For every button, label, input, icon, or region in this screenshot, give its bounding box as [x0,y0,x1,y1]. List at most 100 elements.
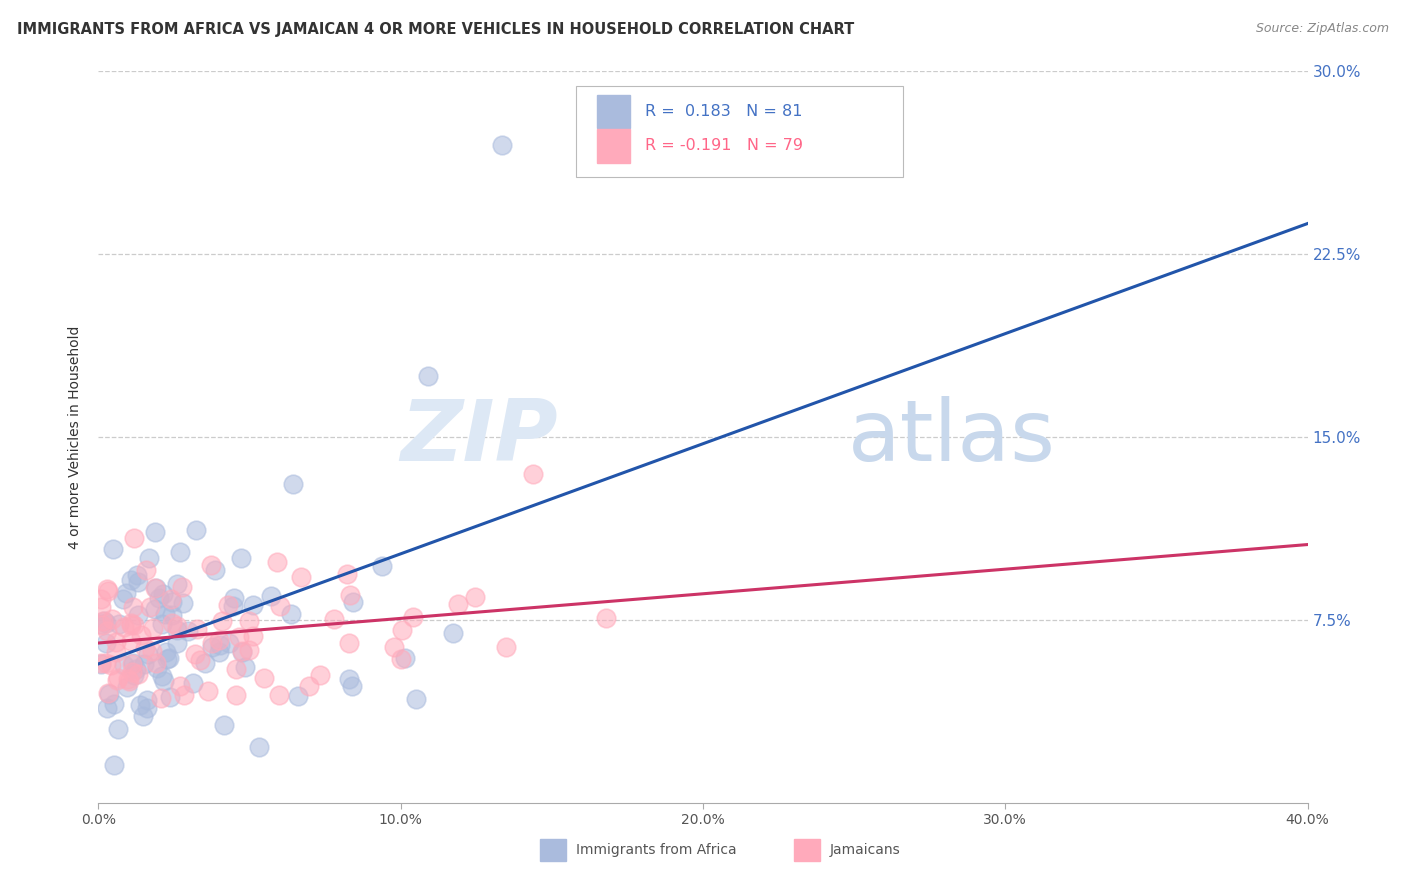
Point [125,662,148,676]
Text: Jamaicans: Jamaicans [830,843,901,857]
Point [121,657,143,671]
Point [120,615,142,630]
Point [290,570,312,584]
Point [121,665,143,680]
FancyBboxPatch shape [596,129,630,163]
Point [370,558,392,573]
Point [207,632,229,647]
Point [231,644,253,658]
Point [169,544,191,558]
Point [105,673,128,687]
Point [90,657,112,672]
Point [266,555,288,569]
Point [97,583,120,598]
Point [103,697,125,711]
FancyBboxPatch shape [793,839,820,862]
Point [117,673,139,687]
Point [150,691,173,706]
Point [148,591,170,606]
Point [96,624,118,638]
Point [177,624,200,639]
Point [214,717,236,731]
Point [339,588,361,602]
Point [166,618,188,632]
Point [142,621,165,635]
Point [267,688,290,702]
Text: Source: ZipAtlas.com: Source: ZipAtlas.com [1256,22,1389,36]
Point [121,600,143,615]
Point [112,620,135,634]
Point [132,709,155,723]
Point [225,663,247,677]
Point [160,594,183,608]
Point [101,612,124,626]
Point [201,640,224,654]
Point [94,657,117,671]
Point [441,626,464,640]
Point [242,598,264,612]
Point [135,693,157,707]
Point [100,657,122,672]
Point [495,640,517,654]
Point [260,589,283,603]
Point [157,650,180,665]
Point [172,596,194,610]
Point [103,757,125,772]
Point [115,586,138,600]
Point [121,657,143,671]
Point [90,617,112,632]
Point [156,652,179,666]
Text: IMMIGRANTS FROM AFRICA VS JAMAICAN 4 OR MORE VEHICLES IN HOUSEHOLD CORRELATION C: IMMIGRANTS FROM AFRICA VS JAMAICAN 4 OR … [17,22,853,37]
Point [107,722,129,736]
Point [93,614,115,628]
Point [160,608,183,623]
Point [173,689,195,703]
Text: R = -0.191   N = 79: R = -0.191 N = 79 [645,138,803,153]
Point [135,563,157,577]
Text: Immigrants from Africa: Immigrants from Africa [576,843,737,857]
Point [228,630,250,644]
Point [298,679,321,693]
Point [194,656,217,670]
Point [96,685,118,699]
Point [162,616,184,631]
Point [238,614,260,628]
Point [208,645,231,659]
Point [141,644,163,658]
Point [160,591,183,606]
Point [143,581,166,595]
Point [112,658,135,673]
Point [204,563,226,577]
Point [269,599,291,614]
Point [200,558,222,572]
Point [170,580,193,594]
Point [247,739,270,754]
Point [143,525,166,540]
Point [120,617,142,632]
Point [127,575,149,590]
Point [464,591,486,605]
Point [595,610,617,624]
Point [134,657,156,671]
Point [242,629,264,643]
Point [103,541,125,556]
Point [90,591,112,606]
Point [337,673,360,687]
Point [218,636,240,650]
Point [447,597,470,611]
Point [322,612,344,626]
Point [90,657,112,671]
Point [120,634,142,648]
Point [145,582,167,596]
Point [127,567,149,582]
Point [416,369,439,384]
Point [394,650,416,665]
Point [166,577,188,591]
Point [121,573,143,587]
Point [184,523,207,537]
FancyBboxPatch shape [576,86,903,178]
Point [96,700,118,714]
Point [138,551,160,566]
FancyBboxPatch shape [596,95,630,128]
Point [150,669,173,683]
